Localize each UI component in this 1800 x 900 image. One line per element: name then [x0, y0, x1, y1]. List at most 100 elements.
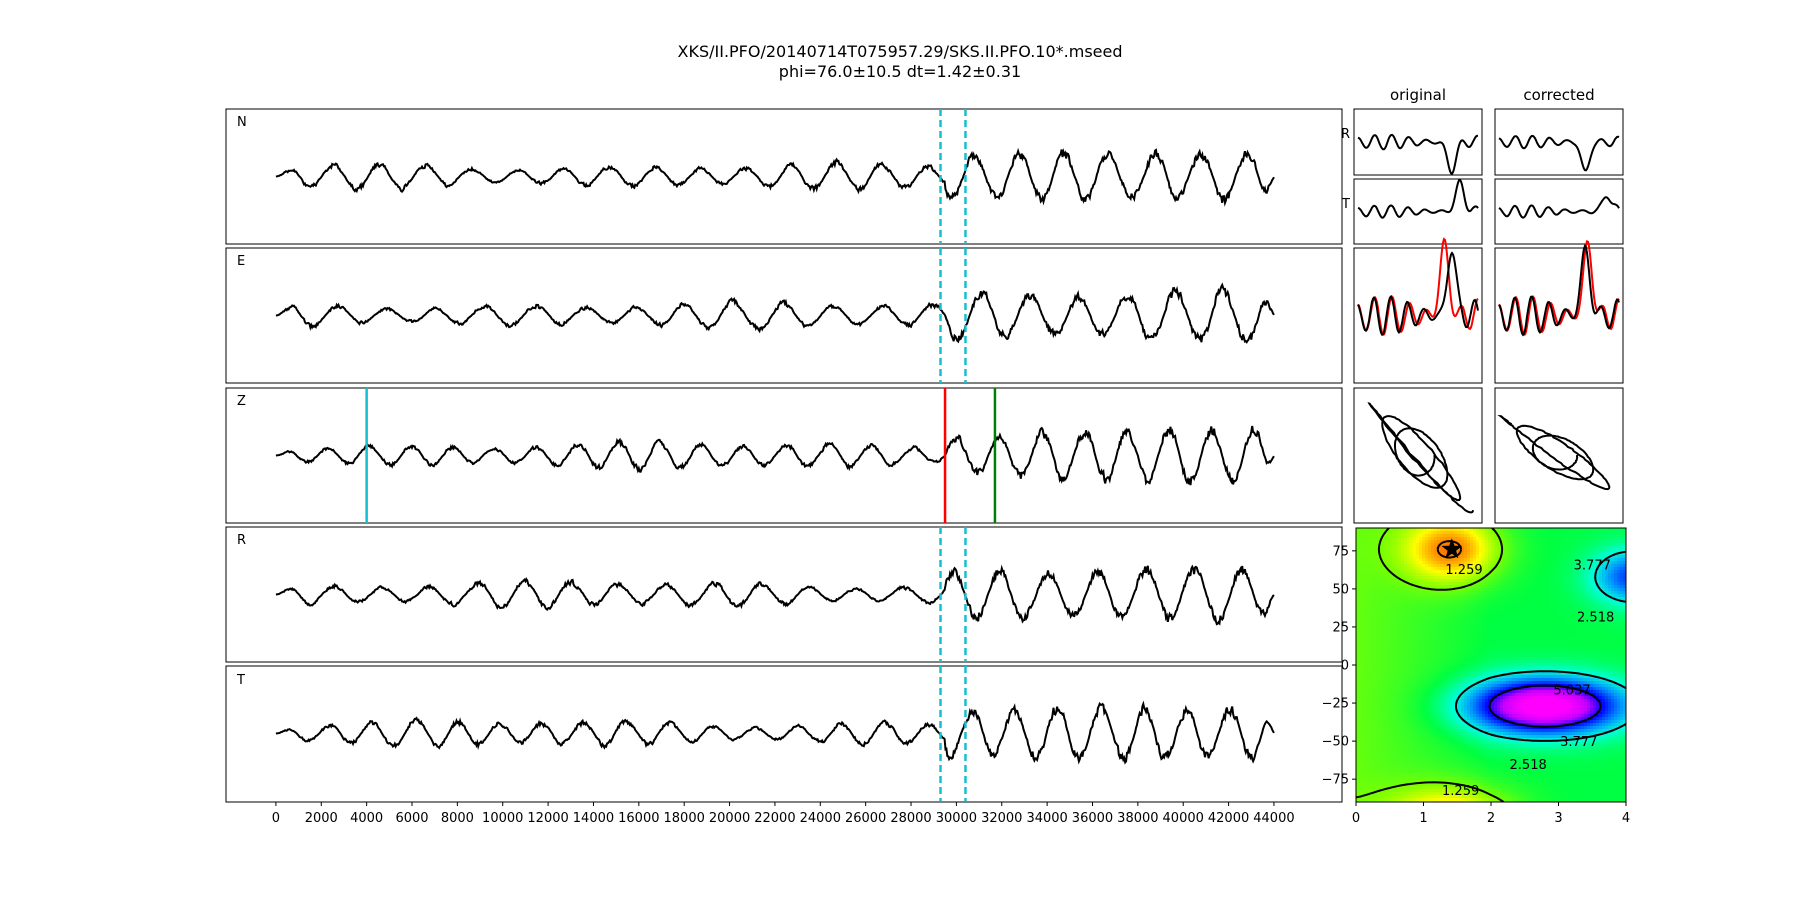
surface-cell — [1470, 789, 1474, 793]
surface-cell — [1392, 621, 1396, 625]
surface-cell — [1401, 747, 1405, 751]
surface-cell — [1497, 741, 1501, 745]
surface-cell — [1482, 741, 1486, 745]
surface-cell — [1479, 606, 1483, 610]
surface-cell — [1362, 660, 1366, 664]
surface-cell — [1497, 624, 1501, 628]
surface-cell — [1479, 741, 1483, 745]
surface-cell — [1458, 627, 1462, 631]
surface-cell — [1419, 756, 1423, 760]
surface-cell — [1485, 783, 1489, 787]
surface-cell — [1488, 669, 1492, 673]
surface-cell — [1452, 636, 1456, 640]
surface-cell — [1425, 582, 1429, 586]
surface-cell — [1464, 798, 1468, 802]
surface-cell — [1398, 537, 1402, 541]
surface-cell — [1368, 657, 1372, 661]
surface-cell — [1404, 570, 1408, 574]
surface-cell — [1422, 600, 1426, 604]
surface-cell — [1380, 765, 1384, 769]
surface-cell — [1362, 702, 1366, 706]
surface-cell — [1467, 696, 1471, 700]
surface-cell — [1404, 792, 1408, 796]
surface-cell — [1356, 747, 1360, 751]
surface-cell — [1356, 768, 1360, 772]
surface-cell — [1368, 546, 1372, 550]
surface-cell — [1437, 708, 1441, 712]
surface-cell — [1380, 657, 1384, 661]
surface-cell — [1356, 627, 1360, 631]
surface-cell — [1482, 585, 1486, 589]
surface-cell — [1470, 606, 1474, 610]
surface-cell — [1416, 741, 1420, 745]
surface-cell — [1437, 666, 1441, 670]
surface-cell — [1464, 681, 1468, 685]
surface-cell — [1485, 759, 1489, 763]
surface-cell — [1479, 555, 1483, 559]
surface-cell — [1392, 792, 1396, 796]
surface-cell — [1497, 702, 1501, 706]
surface-cell — [1425, 735, 1429, 739]
surface-cell — [1362, 678, 1366, 682]
surface-cell — [1374, 675, 1378, 679]
surface-cell — [1476, 639, 1480, 643]
surface-cell — [1410, 714, 1414, 718]
surface-cell — [1476, 795, 1480, 799]
surface-cell — [1428, 762, 1432, 766]
surface-cell — [1506, 789, 1510, 793]
surface-cell — [1455, 792, 1459, 796]
surface-cell — [1485, 618, 1489, 622]
surface-cell — [1488, 684, 1492, 688]
surface-cell — [1485, 546, 1489, 550]
surface-cell — [1449, 657, 1453, 661]
surface-cell — [1383, 558, 1387, 562]
surface-cell — [1377, 735, 1381, 739]
surface-cell — [1431, 543, 1435, 547]
surface-cell — [1413, 714, 1417, 718]
x-tick-label: 16000 — [618, 811, 659, 826]
surface-cell — [1371, 600, 1375, 604]
surface-cell — [1359, 528, 1363, 532]
surface-cell — [1404, 714, 1408, 718]
surface-cell — [1407, 543, 1411, 547]
surface-cell — [1383, 678, 1387, 682]
surface-cell — [1482, 594, 1486, 598]
surface-cell — [1416, 591, 1420, 595]
surface-cell — [1446, 576, 1450, 580]
surface-cell — [1452, 654, 1456, 658]
surface-cell — [1449, 675, 1453, 679]
surface-cell — [1467, 780, 1471, 784]
surface-cell — [1476, 759, 1480, 763]
surface-cell — [1398, 648, 1402, 652]
surface-cell — [1395, 537, 1399, 541]
surface-cell — [1368, 777, 1372, 781]
surface-cell — [1485, 555, 1489, 559]
surface-cell — [1461, 588, 1465, 592]
surface-cell — [1374, 663, 1378, 667]
surface-cell — [1416, 735, 1420, 739]
surface-cell — [1431, 651, 1435, 655]
surface-cell — [1434, 666, 1438, 670]
surface-cell — [1410, 555, 1414, 559]
surface-cell — [1461, 528, 1465, 532]
surface-cell — [1503, 558, 1507, 562]
surface-cell — [1410, 744, 1414, 748]
surface-cell — [1371, 636, 1375, 640]
surface-cell — [1389, 678, 1393, 682]
surface-cell — [1377, 570, 1381, 574]
surface-cell — [1380, 666, 1384, 670]
panel-t-label: T — [236, 673, 245, 688]
surface-cell — [1488, 690, 1492, 694]
surface-cell — [1371, 573, 1375, 577]
surface-cell — [1440, 753, 1444, 757]
surface-cell — [1455, 765, 1459, 769]
surface-cell — [1449, 558, 1453, 562]
surface-cell — [1467, 558, 1471, 562]
surface-cell — [1359, 732, 1363, 736]
surface-cell — [1503, 675, 1507, 679]
waveform-x-axis: 0 2000 4000 6000 8000 10000 12000 14000 16000 180… — [272, 802, 1295, 826]
surface-cell — [1449, 690, 1453, 694]
surface-cell — [1506, 693, 1510, 697]
surface-cell — [1401, 576, 1405, 580]
surface-cell — [1437, 756, 1441, 760]
